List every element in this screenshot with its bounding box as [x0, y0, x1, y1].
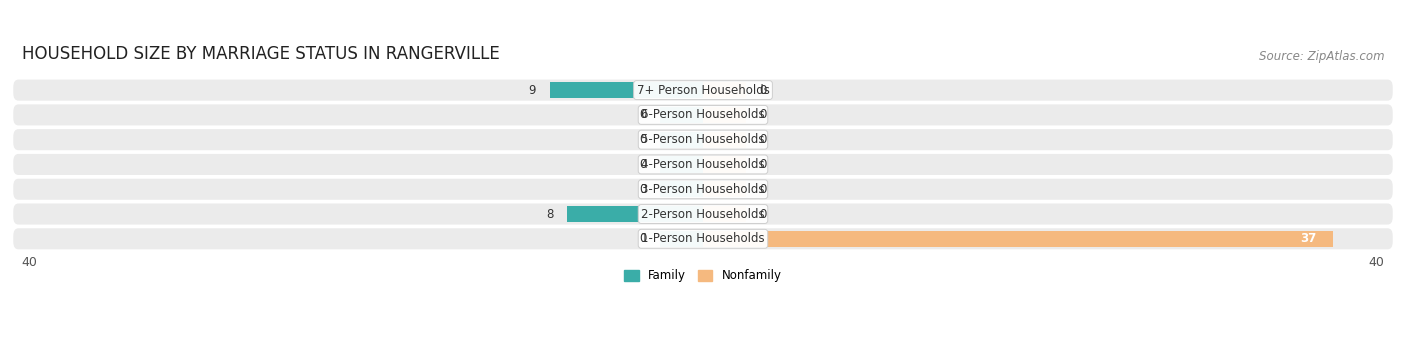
Text: 1-Person Households: 1-Person Households	[641, 232, 765, 245]
Text: 9: 9	[529, 84, 536, 97]
Legend: Family, Nonfamily: Family, Nonfamily	[620, 265, 786, 287]
Bar	[703, 107, 745, 123]
Bar	[703, 82, 745, 98]
Text: 0: 0	[759, 108, 766, 121]
Bar	[661, 107, 703, 123]
Text: Source: ZipAtlas.com: Source: ZipAtlas.com	[1258, 50, 1384, 63]
FancyBboxPatch shape	[13, 129, 1393, 150]
Bar	[661, 181, 703, 197]
Bar	[661, 157, 703, 173]
Text: 0: 0	[759, 208, 766, 221]
Text: 6-Person Households: 6-Person Households	[641, 108, 765, 121]
Bar	[661, 132, 703, 148]
Text: 0: 0	[759, 133, 766, 146]
Text: 0: 0	[759, 84, 766, 97]
Text: 40: 40	[1368, 256, 1384, 269]
Text: 8: 8	[546, 208, 553, 221]
Text: HOUSEHOLD SIZE BY MARRIAGE STATUS IN RANGERVILLE: HOUSEHOLD SIZE BY MARRIAGE STATUS IN RAN…	[22, 45, 499, 63]
Bar	[550, 82, 703, 98]
Text: 0: 0	[640, 183, 647, 196]
Text: 0: 0	[640, 158, 647, 171]
FancyBboxPatch shape	[13, 179, 1393, 200]
Bar	[703, 157, 745, 173]
FancyBboxPatch shape	[13, 154, 1393, 175]
Bar	[703, 231, 1333, 247]
Text: 4-Person Households: 4-Person Households	[641, 158, 765, 171]
Text: 0: 0	[759, 183, 766, 196]
FancyBboxPatch shape	[13, 228, 1393, 249]
Text: 40: 40	[22, 256, 38, 269]
Text: 7+ Person Households: 7+ Person Households	[637, 84, 769, 97]
FancyBboxPatch shape	[13, 79, 1393, 101]
Text: 0: 0	[640, 108, 647, 121]
Bar	[567, 206, 703, 222]
Text: 3-Person Households: 3-Person Households	[641, 183, 765, 196]
Text: 0: 0	[640, 133, 647, 146]
Text: 5-Person Households: 5-Person Households	[641, 133, 765, 146]
Bar	[703, 181, 745, 197]
Bar	[661, 231, 703, 247]
Bar	[703, 206, 745, 222]
FancyBboxPatch shape	[13, 104, 1393, 125]
Text: 0: 0	[759, 158, 766, 171]
Text: 37: 37	[1299, 232, 1316, 245]
FancyBboxPatch shape	[13, 204, 1393, 225]
Text: 2-Person Households: 2-Person Households	[641, 208, 765, 221]
Text: 0: 0	[640, 232, 647, 245]
Bar	[703, 132, 745, 148]
